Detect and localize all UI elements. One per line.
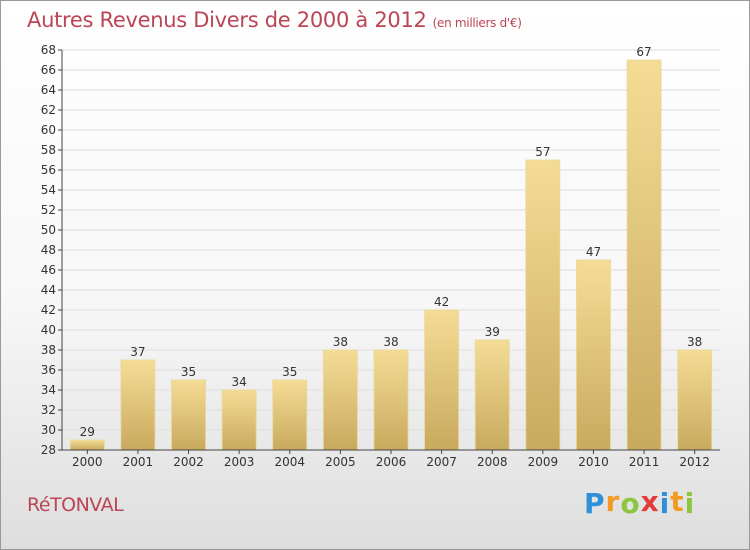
y-tick-label: 38 [41, 343, 56, 357]
bar-2012 [677, 349, 713, 451]
data-label: 29 [80, 425, 95, 439]
chart-title: Autres Revenus Divers de 2000 à 2012 (en … [27, 8, 522, 32]
y-tick-label: 30 [41, 423, 56, 437]
y-tick-label: 48 [41, 243, 56, 257]
y-tick-label: 54 [41, 183, 56, 197]
y-tick-label: 60 [41, 123, 56, 137]
y-tick-label: 68 [41, 43, 56, 57]
x-tick-label: 2008 [477, 455, 508, 469]
y-tick-label: 32 [41, 403, 56, 417]
data-label: 38 [687, 335, 702, 349]
bar-2010 [576, 259, 611, 451]
bar-2004 [272, 379, 308, 451]
y-tick-label: 44 [41, 283, 56, 297]
x-tick-label: 2010 [578, 455, 609, 469]
x-tick-label: 2004 [274, 455, 305, 469]
bar-2000 [69, 439, 105, 451]
data-label: 57 [535, 145, 550, 159]
data-label: 39 [485, 325, 500, 339]
bar-2008 [474, 339, 510, 451]
x-tick-label: 2003 [224, 455, 255, 469]
title-text: Autres Revenus Divers de 2000 à 2012 [27, 8, 427, 32]
x-tick-label: 2000 [72, 455, 103, 469]
bar-2011 [626, 59, 662, 451]
proxiti-logo: Proxiti [584, 485, 696, 520]
x-tick-label: 2012 [679, 455, 710, 469]
y-tick-label: 52 [41, 203, 56, 217]
bar-2003 [221, 389, 257, 451]
bar-2001 [120, 359, 156, 451]
bar-2005 [322, 349, 358, 451]
x-tick-label: 2007 [426, 455, 457, 469]
bar-2009 [525, 159, 561, 451]
data-label: 38 [383, 335, 398, 349]
y-tick-label: 58 [41, 143, 56, 157]
logo-letter: i [684, 487, 696, 520]
data-label: 35 [282, 365, 297, 379]
bars [69, 59, 713, 451]
bar-2007 [424, 309, 460, 451]
logo-letter: i [659, 487, 671, 520]
data-label: 35 [181, 365, 196, 379]
x-tick-label: 2001 [123, 455, 154, 469]
logo-letter: t [670, 485, 685, 518]
logo-letter: x [640, 485, 660, 518]
axes: 28 30 32 34 36 38 40 42 44 46 48 50 52 54 56 58 60 62 64 66… [41, 43, 720, 469]
y-tick-label: 28 [41, 443, 56, 457]
bar-2002 [171, 379, 206, 451]
place-name: RéTONVAL [27, 494, 124, 516]
logo-letter: o [620, 487, 641, 520]
y-tick-label: 36 [41, 363, 56, 377]
data-label: 38 [333, 335, 348, 349]
x-tick-label: 2009 [528, 455, 559, 469]
data-label: 34 [232, 375, 247, 389]
y-tick-label: 64 [41, 83, 56, 97]
y-tick-label: 66 [41, 63, 56, 77]
x-tick-label: 2005 [325, 455, 356, 469]
data-labels: 29 37 35 34 35 38 38 42 39 57 47 67 38 [80, 45, 703, 439]
y-tick-label: 62 [41, 103, 56, 117]
x-tick-label: 2011 [629, 455, 660, 469]
logo-letter: P [584, 487, 606, 520]
bar-2006 [373, 349, 409, 451]
y-tick-label: 40 [41, 323, 56, 337]
data-label: 67 [636, 45, 651, 59]
y-tick-label: 46 [41, 263, 56, 277]
logo-letter: r [605, 485, 621, 518]
y-tick-label: 42 [41, 303, 56, 317]
data-label: 37 [130, 345, 145, 359]
data-label: 47 [586, 245, 601, 259]
x-tick-label: 2006 [376, 455, 407, 469]
y-tick-label: 56 [41, 163, 56, 177]
x-tick-label: 2002 [173, 455, 204, 469]
y-tick-label: 50 [41, 223, 56, 237]
data-label: 42 [434, 295, 449, 309]
chart-subtitle: (en milliers d'€) [432, 16, 522, 30]
y-tick-label: 34 [41, 383, 56, 397]
